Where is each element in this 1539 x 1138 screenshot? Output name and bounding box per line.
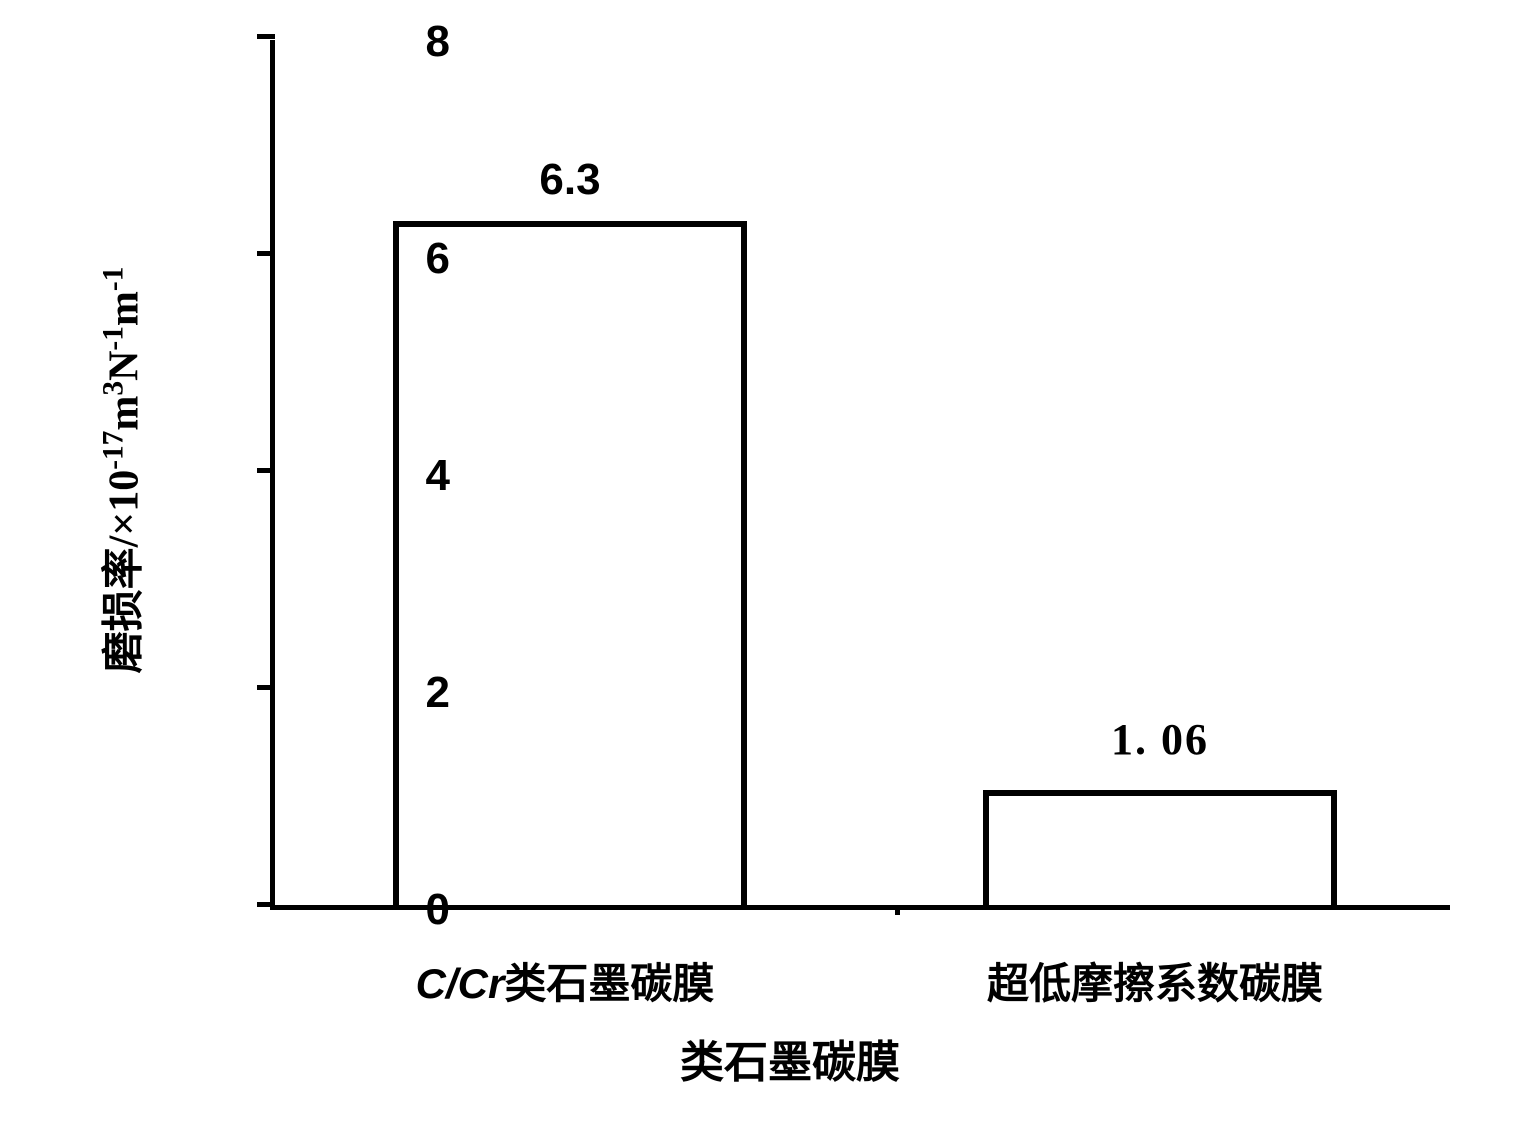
wear-rate-bar-chart: 磨损率/×10-17m3N-1m-1 6.3 1. 06 0 2 4 6 8 C…	[100, 30, 1480, 1090]
x-axis-label: 类石墨碳膜	[100, 1026, 1480, 1090]
y-tick	[257, 902, 275, 907]
bar-ultralow	[983, 790, 1337, 905]
bar-ccr	[393, 221, 747, 905]
bar-value-ultralow: 1. 06	[1111, 714, 1209, 765]
y-tick-label: 6	[426, 234, 450, 284]
y-axis-label: 磨损率/×10-17m3N-1m-1	[90, 267, 151, 674]
y-tick	[257, 468, 275, 473]
bar-value-ccr: 6.3	[539, 155, 600, 205]
y-tick-label: 2	[426, 668, 450, 718]
y-tick	[257, 251, 275, 256]
category-label-ccr: C/Cr类石墨碳膜	[416, 950, 715, 1011]
x-tick	[895, 905, 900, 915]
category-label-ultralow: 超低摩擦系数碳膜	[987, 950, 1323, 1011]
y-tick-label: 8	[426, 17, 450, 67]
y-tick-label: 0	[426, 885, 450, 935]
y-tick-label: 4	[426, 451, 450, 501]
y-tick	[257, 685, 275, 690]
y-tick	[257, 34, 275, 39]
